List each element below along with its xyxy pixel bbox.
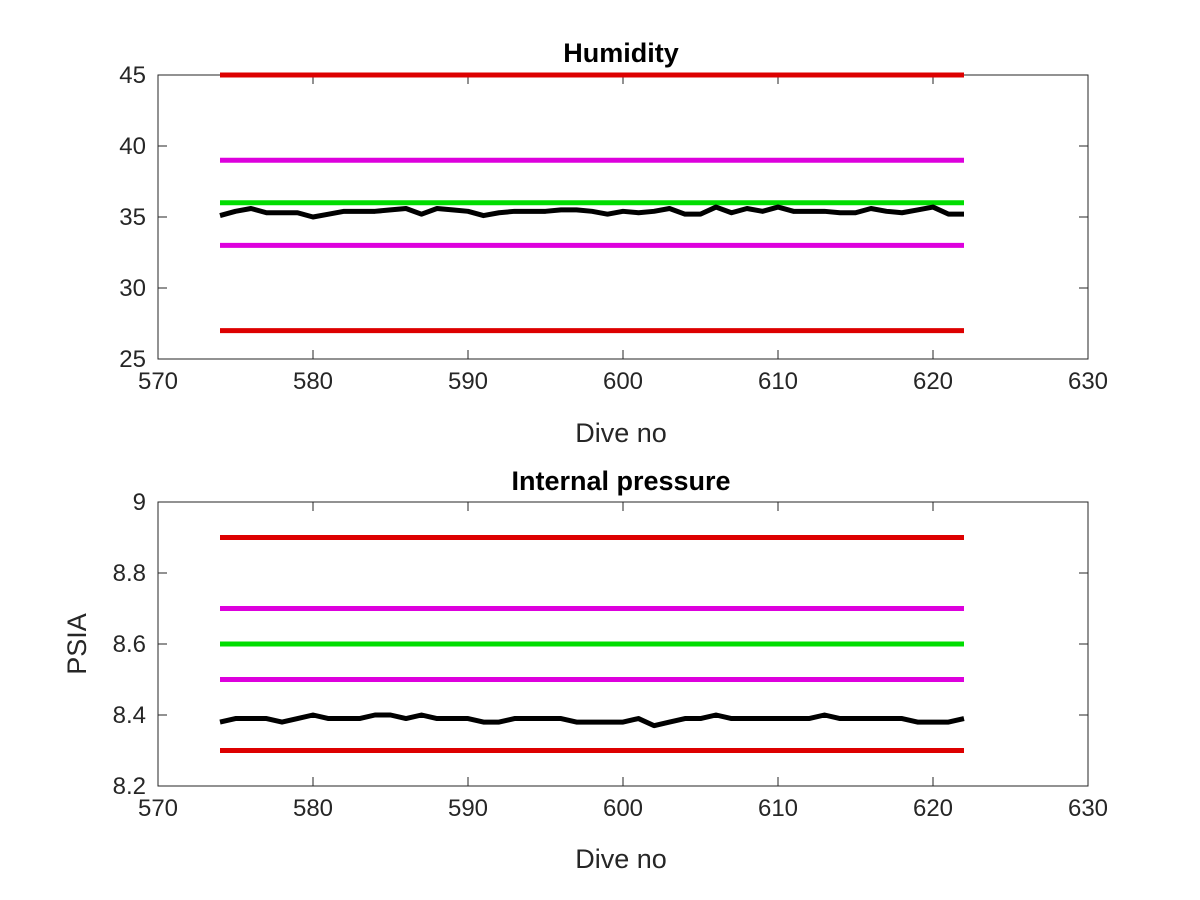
pressure-y-tick-label: 8.2 [113, 773, 146, 800]
humidity-y-tick-label: 30 [119, 275, 146, 302]
humidity-x-tick-label: 580 [293, 368, 333, 395]
humidity-axes-box [157, 74, 1089, 360]
pressure-ticks: 570 580 590 600 610 620 630 8.2 8.4 8.6 8.8 9 [113, 489, 1108, 822]
humidity-panel: Humidity Dive no 570 580 590 600 610 620 630 25… [119, 38, 1108, 448]
pressure-x-tick-label: 570 [138, 795, 178, 822]
humidity-title: Humidity [563, 38, 679, 68]
humidity-x-tick-label: 630 [1068, 368, 1108, 395]
pressure-y-tick-label: 9 [133, 489, 146, 516]
pressure-title: Internal pressure [511, 466, 730, 496]
humidity-series-line-5 [219, 204, 964, 220]
humidity-x-tick-label: 620 [913, 368, 953, 395]
humidity-x-tick-label: 570 [138, 368, 178, 395]
humidity-y-tick-label: 35 [119, 204, 146, 231]
pressure-x-axis-label: Dive no [575, 844, 667, 874]
internal-pressure-panel: Internal pressure Dive no PSIA 570 580 590… [62, 466, 1108, 874]
pressure-x-tick-label: 590 [448, 795, 488, 822]
pressure-x-tick-label: 580 [293, 795, 333, 822]
humidity-x-tick-label: 610 [758, 368, 798, 395]
pressure-y-tick-label: 8.6 [113, 631, 146, 658]
humidity-y-tick-label: 40 [119, 133, 146, 160]
humidity-x-tick-label: 590 [448, 368, 488, 395]
pressure-x-tick-label: 630 [1068, 795, 1108, 822]
humidity-y-tick-label: 25 [119, 346, 146, 373]
humidity-ticks: 570 580 590 600 610 620 630 25 30 35 40 45 [119, 62, 1108, 395]
pressure-x-tick-label: 600 [603, 795, 643, 822]
pressure-x-tick-label: 610 [758, 795, 798, 822]
humidity-plot-area [219, 72, 964, 334]
pressure-x-tick-label: 620 [913, 795, 953, 822]
humidity-x-tick-label: 600 [603, 368, 643, 395]
pressure-series-line-5 [219, 712, 965, 729]
pressure-y-axis-label: PSIA [62, 613, 92, 675]
humidity-y-tick-label: 45 [119, 62, 146, 89]
humidity-x-axis-label: Dive no [575, 418, 667, 448]
pressure-y-tick-label: 8.4 [113, 702, 146, 729]
pressure-y-tick-label: 8.8 [113, 560, 146, 587]
pressure-plot-area [219, 535, 965, 753]
